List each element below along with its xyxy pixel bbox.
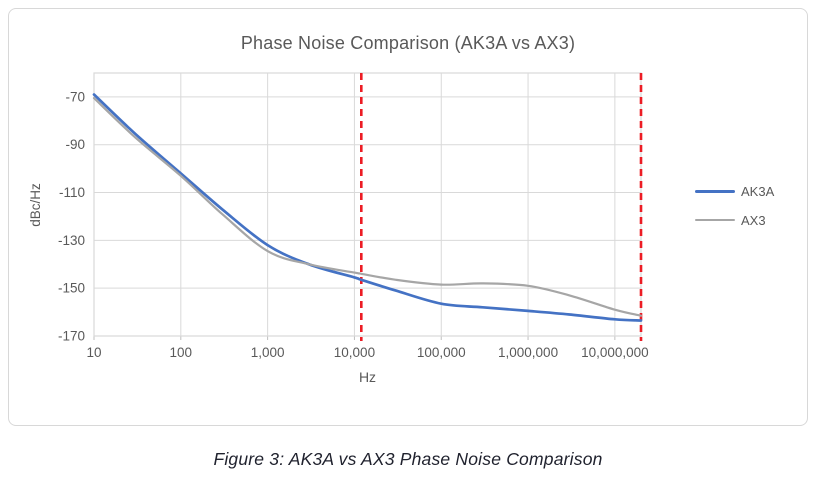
x-tick-label: 100,000 [417, 345, 466, 360]
chart-legend: AK3A AX3 [695, 183, 774, 228]
y-tick-label: -70 [65, 89, 85, 104]
x-tick-label: 1,000 [251, 345, 285, 360]
x-tick-label: 100 [170, 345, 193, 360]
y-tick-label: -170 [58, 329, 85, 344]
series-line-ax3 [92, 97, 643, 317]
legend-item-ax3: AX3 [695, 212, 774, 228]
x-tick-label: 10 [86, 345, 101, 360]
x-tick-label: 10,000 [334, 345, 375, 360]
y-tick-label: -110 [59, 185, 85, 200]
y-tick-label: -130 [58, 233, 85, 248]
legend-label-ax3: AX3 [741, 212, 766, 228]
series-line-ak3a [92, 93, 643, 322]
x-axis-title: Hz [359, 369, 376, 385]
legend-item-ak3a: AK3A [695, 183, 774, 199]
legend-swatch-ak3a [695, 189, 735, 193]
chart-card: Phase Noise Comparison (AK3A vs AX3) -70… [8, 8, 808, 426]
x-tick-label: 10,000,000 [581, 345, 649, 360]
y-tick-label: -150 [58, 281, 85, 296]
legend-label-ak3a: AK3A [741, 183, 775, 199]
x-tick-label: 1,000,000 [498, 345, 558, 360]
figure-caption: Figure 3: AK3A vs AX3 Phase Noise Compar… [213, 449, 603, 469]
y-tick-label: -90 [65, 137, 85, 152]
legend-swatch-ax3 [695, 218, 735, 222]
y-axis-title: dBc/Hz [28, 183, 43, 227]
plot-border [93, 72, 642, 337]
chart-title: Phase Noise Comparison (AK3A vs AX3) [240, 33, 576, 53]
